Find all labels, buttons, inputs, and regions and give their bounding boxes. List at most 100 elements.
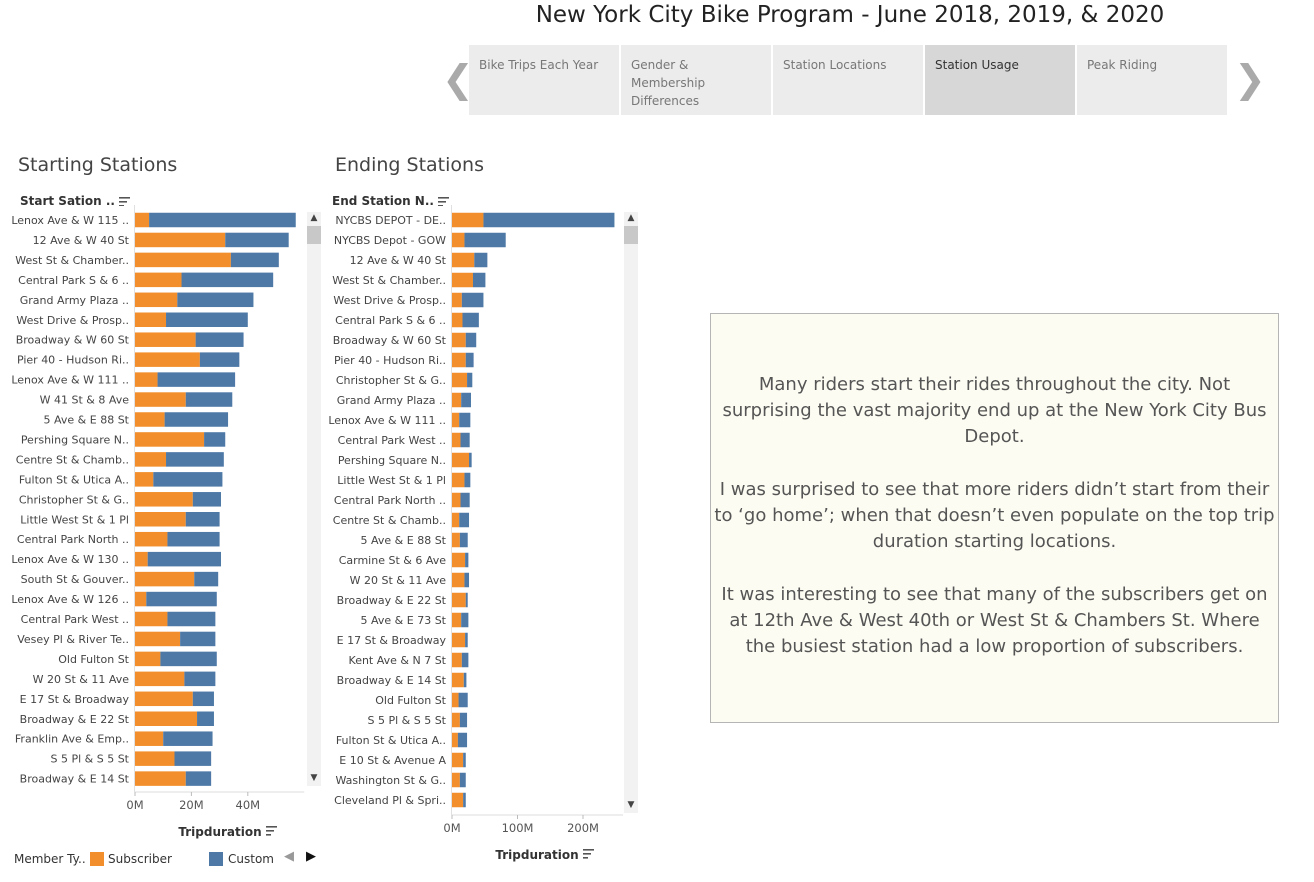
bar-customer[interactable] (204, 432, 226, 447)
category-label[interactable]: Grand Army Plaza .. (337, 394, 446, 407)
bar-customer[interactable] (461, 392, 471, 408)
bar-customer[interactable] (462, 312, 479, 328)
bar-customer[interactable] (230, 252, 279, 268)
scroll-down-icon[interactable]: ▼ (310, 773, 318, 783)
bar-subscriber[interactable] (452, 452, 470, 468)
bar-subscriber[interactable] (452, 632, 466, 648)
bar-customer[interactable] (464, 472, 471, 488)
bar-customer[interactable] (459, 772, 466, 788)
bar-subscriber[interactable] (452, 412, 460, 428)
bar-subscriber[interactable] (135, 731, 164, 746)
bar-customer[interactable] (146, 591, 217, 607)
bar-customer[interactable] (472, 272, 486, 288)
category-label[interactable]: Broadway & E 22 St (337, 594, 447, 607)
bar-customer[interactable] (185, 771, 212, 786)
x-axis-title[interactable]: Tripduration (178, 825, 261, 839)
bar-customer[interactable] (457, 732, 468, 748)
bar-subscriber[interactable] (135, 352, 200, 367)
category-label[interactable]: 12 Ave & W 40 St (350, 254, 447, 267)
bar-subscriber[interactable] (135, 691, 193, 707)
category-label[interactable]: Centre St & Chamb.. (333, 514, 446, 527)
bar-customer[interactable] (153, 472, 223, 487)
category-label[interactable]: Central Park North .. (17, 533, 129, 546)
bar-subscriber[interactable] (452, 252, 475, 268)
category-label[interactable]: Lenox Ave & W 111 .. (328, 414, 446, 427)
bar-customer[interactable] (163, 731, 213, 746)
category-label[interactable]: E 17 St & Broadway (20, 693, 130, 706)
category-label[interactable]: E 17 St & Broadway (337, 634, 447, 647)
category-label[interactable]: Lenox Ave & W 111 .. (11, 374, 129, 387)
bar-subscriber[interactable] (135, 571, 195, 587)
category-label[interactable]: 5 Ave & E 88 St (44, 414, 130, 427)
bar-subscriber[interactable] (135, 432, 205, 447)
bar-subscriber[interactable] (452, 212, 484, 228)
category-label[interactable]: Broadway & W 60 St (333, 334, 447, 347)
category-label[interactable]: Little West St & 1 Pl (337, 474, 446, 487)
subscriber-swatch[interactable] (90, 852, 104, 866)
bar-subscriber[interactable] (135, 472, 154, 487)
category-label[interactable]: W 20 St & 11 Ave (350, 574, 447, 587)
category-label[interactable]: Broadway & E 14 St (337, 674, 447, 687)
bar-customer[interactable] (166, 452, 224, 467)
bar-subscriber[interactable] (452, 312, 463, 328)
end-station-field-header[interactable]: End Station N.. (332, 194, 449, 208)
bar-customer[interactable] (465, 592, 468, 608)
bar-customer[interactable] (461, 652, 469, 668)
sort-icon[interactable] (266, 826, 277, 836)
bar-customer[interactable] (459, 412, 471, 428)
category-label[interactable]: Broadway & E 22 St (20, 713, 130, 726)
bar-customer[interactable] (461, 292, 484, 308)
bar-subscriber[interactable] (135, 332, 196, 347)
bar-customer[interactable] (225, 232, 289, 248)
bar-customer[interactable] (483, 212, 615, 228)
bar-subscriber[interactable] (135, 591, 147, 607)
bar-customer[interactable] (180, 631, 216, 647)
bar-subscriber[interactable] (135, 312, 167, 328)
category-label[interactable]: Little West St & 1 Pl (20, 513, 129, 526)
category-label[interactable]: Centre St & Chamb.. (16, 453, 129, 466)
bar-subscriber[interactable] (452, 472, 465, 488)
category-label[interactable]: Broadway & W 60 St (16, 334, 130, 347)
category-label[interactable]: S 5 Pl & S 5 St (367, 714, 446, 727)
category-label[interactable]: 5 Ave & E 88 St (361, 534, 447, 547)
category-label[interactable]: Cleveland Pl & Spri.. (334, 794, 446, 807)
bar-subscriber[interactable] (135, 412, 165, 427)
bar-subscriber[interactable] (452, 572, 465, 588)
bar-customer[interactable] (469, 452, 472, 468)
category-label[interactable]: Central Park S & 6 .. (18, 274, 129, 287)
bar-subscriber[interactable] (452, 712, 460, 728)
bar-customer[interactable] (195, 332, 244, 347)
bar-subscriber[interactable] (452, 732, 458, 748)
category-label[interactable]: Old Fulton St (58, 653, 129, 666)
bar-subscriber[interactable] (452, 592, 466, 608)
category-label[interactable]: Christopher St & G.. (336, 374, 446, 387)
category-label[interactable]: West St & Chamber.. (332, 274, 446, 287)
bar-subscriber[interactable] (452, 232, 465, 248)
bar-customer[interactable] (157, 372, 236, 387)
bar-subscriber[interactable] (135, 452, 167, 467)
legend-prev-icon[interactable]: ◀ (284, 849, 294, 864)
bar-subscriber[interactable] (452, 752, 464, 768)
bar-subscriber[interactable] (135, 212, 150, 228)
category-label[interactable]: Old Fulton St (375, 694, 446, 707)
bar-subscriber[interactable] (135, 611, 168, 627)
start-station-field-header[interactable]: Start Sation .. (20, 194, 130, 208)
bar-customer[interactable] (460, 432, 470, 448)
bar-customer[interactable] (460, 492, 470, 508)
story-tab-station-locations[interactable]: Station Locations (773, 45, 923, 115)
bar-subscriber[interactable] (135, 751, 175, 766)
bar-subscriber[interactable] (452, 432, 461, 448)
category-label[interactable]: 12 Ave & W 40 St (33, 234, 130, 247)
bar-subscriber[interactable] (452, 352, 466, 368)
category-label[interactable]: Central Park S & 6 .. (335, 314, 446, 327)
category-label[interactable]: 5 Ave & E 73 St (361, 614, 447, 627)
bar-subscriber[interactable] (452, 692, 459, 708)
bar-subscriber[interactable] (452, 292, 462, 308)
bar-customer[interactable] (465, 332, 477, 348)
bar-subscriber[interactable] (135, 551, 148, 567)
bar-subscriber[interactable] (135, 531, 168, 547)
bar-customer[interactable] (463, 672, 467, 688)
sort-icon[interactable] (437, 197, 449, 206)
bar-subscriber[interactable] (452, 492, 461, 508)
bar-customer[interactable] (461, 612, 469, 628)
